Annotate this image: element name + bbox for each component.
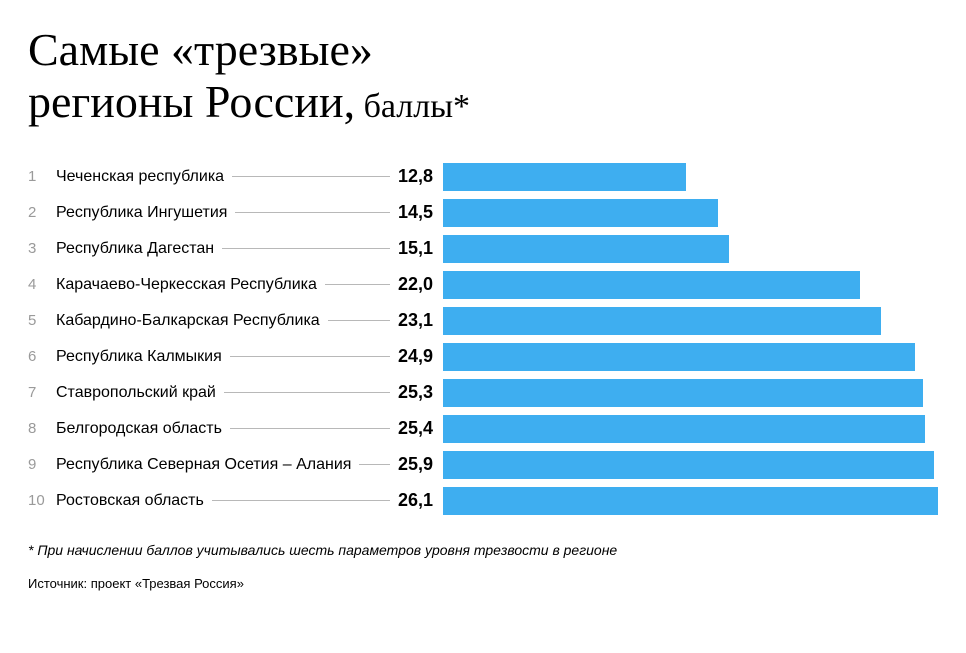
chart-row: 10Ростовская область 26,1 [28,485,938,516]
row-left: 8Белгородская область 25,4 [28,418,443,439]
row-value: 22,0 [398,274,443,295]
row-left: 7Ставропольский край 25,3 [28,382,443,403]
row-rank: 4 [28,276,56,293]
row-leader-line [230,428,390,429]
bar-fill [443,451,934,479]
row-leader-line [222,248,390,249]
row-value: 23,1 [398,310,443,331]
row-rank: 2 [28,204,56,221]
bar-track [443,235,938,263]
row-left: 4Карачаево-Черкесская Республика 22,0 [28,274,443,295]
bar-fill [443,235,729,263]
row-leader-line [232,176,390,177]
row-value: 15,1 [398,238,443,259]
row-leader-line [325,284,390,285]
row-left: 5Кабардино-Балкарская Республика 23,1 [28,310,443,331]
bar-fill [443,487,938,515]
bar-track [443,163,938,191]
title-line1: Самые «трезвые» [28,24,373,75]
row-rank: 10 [28,492,56,509]
row-label: Карачаево-Черкесская Республика [56,276,317,294]
chart-row: 6Республика Калмыкия 24,9 [28,341,938,372]
row-leader-line [212,500,390,501]
source-line: Источник: проект «Трезвая Россия» [28,576,938,591]
row-left: 2Республика Ингушетия 14,5 [28,202,443,223]
bar-fill [443,163,686,191]
row-rank: 3 [28,240,56,257]
bar-chart: 1Чеченская республика 12,8 2Республика Инг… [28,161,938,516]
row-label: Республика Калмыкия [56,348,222,366]
bar-track [443,451,938,479]
row-leader-line [224,392,390,393]
bar-fill [443,343,915,371]
row-rank: 1 [28,168,56,185]
title-line2: регионы России, [28,76,355,127]
row-leader-line [359,464,390,465]
row-rank: 7 [28,384,56,401]
row-label: Ставропольский край [56,384,216,402]
row-leader-line [230,356,390,357]
bar-track [443,415,938,443]
chart-row: 1Чеченская республика 12,8 [28,161,938,192]
row-value: 12,8 [398,166,443,187]
row-left: 6Республика Калмыкия 24,9 [28,346,443,367]
bar-track [443,379,938,407]
row-rank: 8 [28,420,56,437]
row-left: 10Ростовская область 26,1 [28,490,443,511]
row-label: Республика Дагестан [56,240,214,258]
title-sub: баллы* [355,88,470,125]
bar-fill [443,199,718,227]
chart-row: 8Белгородская область 25,4 [28,413,938,444]
chart-row: 4Карачаево-Черкесская Республика 22,0 [28,269,938,300]
chart-row: 2Республика Ингушетия 14,5 [28,197,938,228]
row-label: Ростовская область [56,492,204,510]
chart-row: 5Кабардино-Балкарская Республика 23,1 [28,305,938,336]
bar-track [443,307,938,335]
row-value: 25,4 [398,418,443,439]
row-value: 25,9 [398,454,443,475]
row-rank: 6 [28,348,56,365]
row-value: 26,1 [398,490,443,511]
row-label: Кабардино-Балкарская Республика [56,312,320,330]
bar-track [443,271,938,299]
bar-track [443,199,938,227]
chart-row: 3Республика Дагестан 15,1 [28,233,938,264]
row-left: 1Чеченская республика 12,8 [28,166,443,187]
row-label: Республика Ингушетия [56,204,227,222]
row-leader-line [328,320,390,321]
row-left: 3Республика Дагестан 15,1 [28,238,443,259]
row-label: Белгородская область [56,420,222,438]
row-left: 9Республика Северная Осетия – Алания 25,9 [28,454,443,475]
chart-title: Самые «трезвые» регионы России, баллы* [28,24,938,127]
bar-fill [443,271,860,299]
chart-row: 7Ставропольский край 25,3 [28,377,938,408]
bar-track [443,487,938,515]
bar-fill [443,415,925,443]
row-rank: 9 [28,456,56,473]
row-rank: 5 [28,312,56,329]
row-value: 25,3 [398,382,443,403]
chart-row: 9Республика Северная Осетия – Алания 25,9 [28,449,938,480]
bar-fill [443,379,923,407]
row-value: 24,9 [398,346,443,367]
bar-track [443,343,938,371]
bar-fill [443,307,881,335]
row-leader-line [235,212,390,213]
footnote: * При начислении баллов учитывались шест… [28,542,938,558]
row-label: Республика Северная Осетия – Алания [56,456,351,474]
row-label: Чеченская республика [56,168,224,186]
row-value: 14,5 [398,202,443,223]
